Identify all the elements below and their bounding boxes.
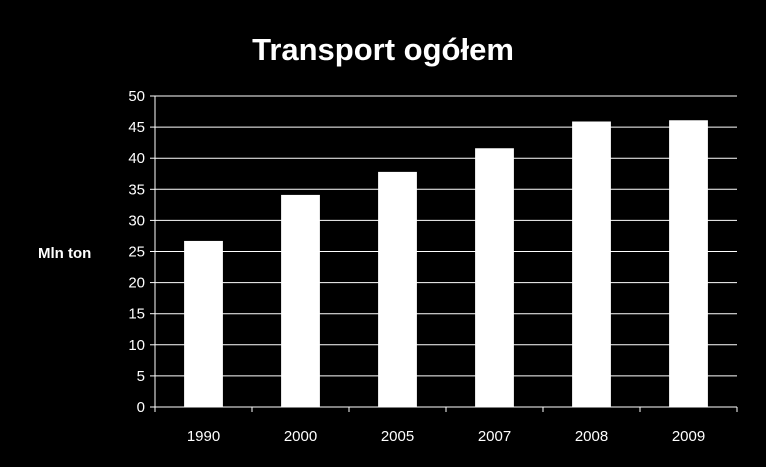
x-tick-label: 2009 bbox=[672, 428, 705, 445]
y-tick-label: 25 bbox=[128, 244, 145, 261]
y-axis-label: Mln ton bbox=[38, 245, 91, 262]
bar-2009 bbox=[669, 120, 708, 408]
bar-2000 bbox=[281, 194, 320, 407]
y-tick-label: 20 bbox=[128, 275, 145, 292]
y-tick-label: 50 bbox=[128, 88, 145, 105]
bar-2008 bbox=[572, 121, 611, 407]
x-tick-label: 2000 bbox=[284, 428, 317, 445]
y-tick-label: 10 bbox=[128, 337, 145, 354]
x-tick-labels: 1990 2000 2005 2007 2008 2009 bbox=[187, 428, 705, 445]
y-tick-label: 15 bbox=[128, 306, 145, 323]
bars bbox=[184, 120, 708, 408]
y-tick-label: 40 bbox=[128, 150, 145, 167]
axes bbox=[150, 95, 738, 412]
chart-title: Transport ogółem bbox=[252, 32, 514, 67]
y-tick-label: 35 bbox=[128, 181, 145, 198]
x-tick-label: 2005 bbox=[381, 428, 414, 445]
y-tick-label: 45 bbox=[128, 119, 145, 136]
y-tick-label: 5 bbox=[137, 368, 145, 385]
bar-1990 bbox=[184, 240, 223, 407]
x-tick-label: 1990 bbox=[187, 428, 220, 445]
bar-2007 bbox=[475, 148, 514, 408]
bar-2005 bbox=[378, 171, 417, 407]
x-tick-label: 2008 bbox=[575, 428, 608, 445]
y-tick-label: 0 bbox=[137, 399, 145, 416]
x-tick-label: 2007 bbox=[478, 428, 511, 445]
gridlines bbox=[155, 95, 737, 377]
y-tick-label: 30 bbox=[128, 212, 145, 229]
y-tick-labels: 0 5 10 15 20 25 30 35 40 45 50 bbox=[128, 88, 145, 416]
